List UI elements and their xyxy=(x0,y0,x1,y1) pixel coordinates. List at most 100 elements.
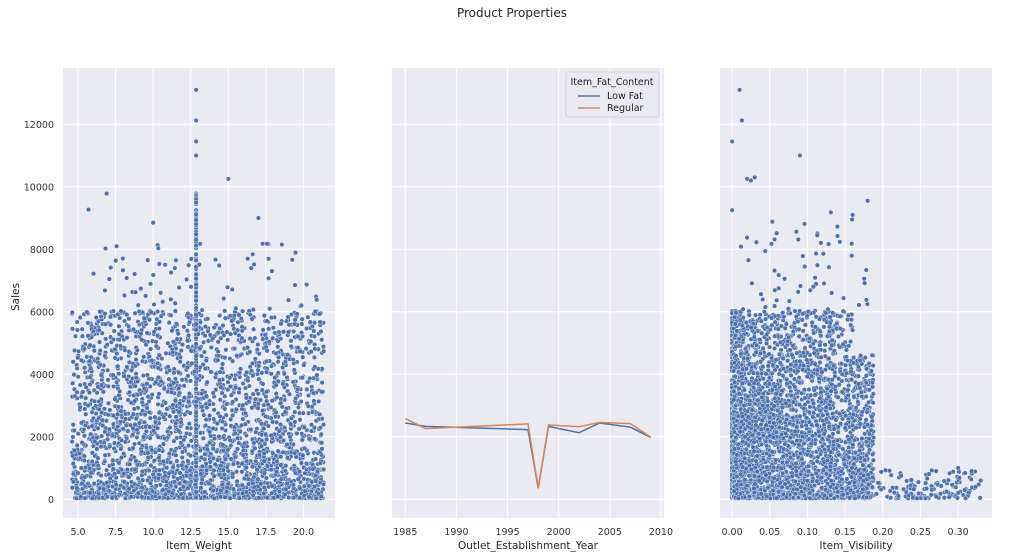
scatter-point xyxy=(319,380,325,386)
scatter-point xyxy=(81,427,87,433)
scatter-point xyxy=(187,410,193,416)
scatter-point xyxy=(191,369,197,375)
scatter-point xyxy=(155,365,161,371)
scatter-point xyxy=(249,316,255,322)
scatter-point xyxy=(131,488,137,494)
x-axis-label-item-weight: Item_Weight xyxy=(166,540,232,552)
scatter-point xyxy=(118,408,124,414)
scatter-point xyxy=(187,319,193,325)
scatter-point xyxy=(173,257,179,263)
scatter-point xyxy=(184,473,190,479)
scatter-point xyxy=(316,398,322,404)
scatter-point xyxy=(193,341,199,347)
scatter-point xyxy=(176,428,182,434)
scatter-point xyxy=(239,335,245,341)
scatter-point xyxy=(193,138,199,144)
scatter-point xyxy=(72,393,78,399)
scatter-point xyxy=(113,258,119,264)
scatter-point xyxy=(197,345,203,351)
scatter-point xyxy=(270,450,276,456)
scatter-point xyxy=(866,399,872,405)
scatter-point xyxy=(298,460,304,466)
scatter-point xyxy=(75,355,81,361)
scatter-point xyxy=(155,374,161,380)
scatter-point xyxy=(239,422,245,428)
scatter-point xyxy=(105,377,111,383)
scatter-point xyxy=(294,431,300,437)
scatter-point xyxy=(318,494,324,500)
scatter-point xyxy=(130,432,136,438)
scatter-point xyxy=(144,330,150,336)
scatter-point xyxy=(187,491,193,497)
scatter-point xyxy=(224,489,230,495)
scatter-point xyxy=(184,431,190,437)
scatter-point xyxy=(303,346,309,352)
scatter-point xyxy=(161,386,167,392)
scatter-point xyxy=(167,460,173,466)
scatter-point xyxy=(82,406,88,412)
scatter-point xyxy=(107,314,113,320)
scatter-point xyxy=(179,377,185,383)
scatter-point xyxy=(193,312,199,318)
scatter-point xyxy=(261,402,267,408)
scatter-point xyxy=(229,287,235,293)
scatter-point xyxy=(198,471,204,477)
scatter-point xyxy=(304,326,310,332)
scatter-point xyxy=(224,485,230,491)
scatter-point xyxy=(90,271,96,277)
scatter-point xyxy=(126,486,132,492)
scatter-point xyxy=(102,287,108,293)
scatter-point xyxy=(127,461,133,467)
scatter-point xyxy=(116,323,122,329)
scatter-point xyxy=(149,447,155,453)
x-tick-label: 2000 xyxy=(547,527,571,538)
scatter-point xyxy=(288,338,294,344)
scatter-point xyxy=(311,354,317,360)
scatter-point xyxy=(285,352,291,358)
legend: Item_Fat_Content Low Fat Regular xyxy=(565,71,660,118)
scatter-point xyxy=(151,302,157,308)
scatter-point xyxy=(245,345,251,351)
scatter-point xyxy=(156,494,162,500)
scatter-point xyxy=(221,472,227,478)
scatter-point xyxy=(140,373,146,379)
scatter-point xyxy=(172,308,178,314)
scatter-point xyxy=(225,337,231,343)
scatter-point xyxy=(121,373,127,379)
scatter-point xyxy=(310,466,316,472)
scatter-point xyxy=(288,421,294,427)
scatter-point xyxy=(69,439,75,445)
scatter-point xyxy=(193,212,199,218)
scatter-point xyxy=(135,490,141,496)
scatter-point xyxy=(259,387,265,393)
scatter-point xyxy=(185,399,191,405)
scatter-point xyxy=(313,418,319,424)
scatter-point xyxy=(251,474,257,480)
scatter-point xyxy=(136,420,142,426)
scatter-point xyxy=(312,346,318,352)
scatter-point xyxy=(74,327,80,333)
scatter-point xyxy=(264,389,270,395)
scatter-point xyxy=(188,348,194,354)
x-tick-label: 1990 xyxy=(444,527,468,538)
scatter-point xyxy=(783,321,789,327)
scatter-point xyxy=(87,358,93,364)
scatter-point xyxy=(232,430,238,436)
scatter-point xyxy=(228,392,234,398)
scatter-point xyxy=(319,389,325,395)
scatter-point xyxy=(101,406,107,412)
scatter-point xyxy=(121,292,127,298)
scatter-point xyxy=(301,362,307,368)
scatter-point xyxy=(297,469,303,475)
scatter-point xyxy=(232,454,238,460)
scatter-point xyxy=(164,465,170,471)
scatter-point xyxy=(139,358,145,364)
scatter-point xyxy=(193,217,199,223)
scatter-point xyxy=(288,415,294,421)
scatter-point xyxy=(81,346,87,352)
scatter-point xyxy=(299,375,305,381)
scatter-point xyxy=(193,473,199,479)
scatter-point xyxy=(193,251,199,257)
scatter-point xyxy=(312,364,318,370)
scatter-point xyxy=(92,438,98,444)
